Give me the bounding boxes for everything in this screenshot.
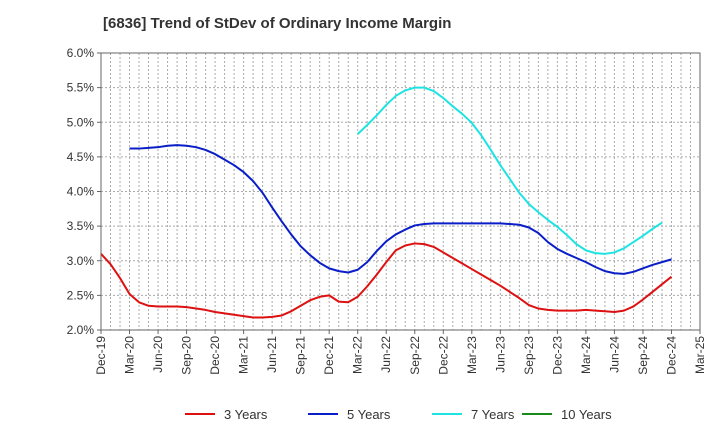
legend: 3 Years 5 Years 7 Years 10 Years bbox=[185, 407, 612, 422]
y-tick-label: 5.5% bbox=[67, 81, 95, 95]
y-axis: 2.0% 2.5% 3.0% 3.5% 4.0% 4.5% 5.0% 5.5% 6.0% bbox=[67, 46, 101, 337]
grid-lines bbox=[101, 53, 700, 330]
legend-label-5-years: 5 Years bbox=[347, 407, 391, 422]
x-tick-label: Jun-23 bbox=[493, 336, 507, 373]
legend-label-7-years: 7 Years bbox=[471, 407, 515, 422]
x-tick-label: Sep-20 bbox=[180, 336, 194, 375]
x-tick-label: Sep-23 bbox=[522, 336, 536, 375]
x-tick-label: Jun-21 bbox=[265, 336, 279, 373]
series-line-7-years bbox=[357, 86, 663, 255]
x-tick-label: Dec-21 bbox=[322, 336, 336, 375]
series-line-5-years bbox=[129, 144, 672, 275]
x-tick-label: Dec-19 bbox=[94, 336, 108, 375]
y-tick-label: 4.5% bbox=[67, 150, 95, 164]
x-tick-label: Jun-24 bbox=[607, 336, 621, 373]
legend-label-10-years: 10 Years bbox=[561, 407, 612, 422]
x-tick-label: Dec-22 bbox=[436, 336, 450, 375]
y-tick-label: 5.0% bbox=[67, 115, 95, 129]
x-tick-label: Sep-24 bbox=[636, 336, 650, 375]
x-tick-label: Mar-20 bbox=[123, 336, 137, 374]
y-tick-label: 3.0% bbox=[67, 254, 95, 268]
x-axis: Dec-19 Mar-20 Jun-20 Sep-20 Dec-20 Mar-21 Jun-… bbox=[94, 330, 707, 375]
legend-label-3-years: 3 Years bbox=[224, 407, 268, 422]
y-tick-label: 6.0% bbox=[67, 46, 95, 60]
y-tick-label: 2.5% bbox=[67, 288, 95, 302]
series-lines bbox=[100, 86, 673, 319]
x-tick-label: Dec-23 bbox=[550, 336, 564, 375]
y-tick-label: 2.0% bbox=[67, 323, 95, 337]
x-tick-label: Dec-20 bbox=[208, 336, 222, 375]
y-tick-label: 3.5% bbox=[67, 219, 95, 233]
x-tick-label: Dec-24 bbox=[664, 336, 678, 375]
chart-title: [6836] Trend of StDev of Ordinary Income… bbox=[103, 15, 451, 32]
x-tick-label: Jun-20 bbox=[151, 336, 165, 373]
x-tick-label: Sep-22 bbox=[408, 336, 422, 375]
x-tick-label: Mar-23 bbox=[465, 336, 479, 374]
x-tick-label: Mar-21 bbox=[237, 336, 251, 374]
y-tick-label: 4.0% bbox=[67, 185, 95, 199]
x-tick-label: Jun-22 bbox=[379, 336, 393, 373]
x-tick-label: Mar-22 bbox=[351, 336, 365, 374]
x-tick-label: Sep-21 bbox=[294, 336, 308, 375]
x-tick-label: Mar-25 bbox=[693, 336, 707, 374]
series-line-3-years bbox=[100, 242, 673, 319]
x-tick-label: Mar-24 bbox=[579, 336, 593, 374]
